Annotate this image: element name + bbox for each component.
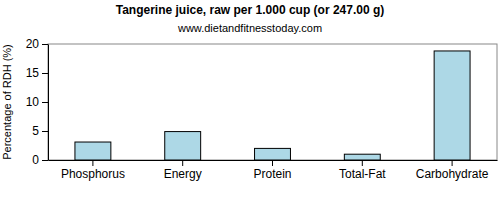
y-axis-line (48, 45, 49, 161)
y-tick: 20 (26, 37, 48, 51)
subtitle: www.dietandfitnesstoday.com (177, 22, 322, 34)
x-tick-label: Total-Fat (339, 167, 386, 181)
x-tick: Total-Fat (339, 160, 386, 181)
x-tick-label: Carbohydrate (416, 167, 489, 181)
y-tick-label: 20 (26, 37, 40, 51)
x-tick-label: Protein (253, 167, 291, 181)
x-tick: Protein (253, 160, 291, 181)
title: Tangerine juice, raw per 1.000 cup (or 2… (116, 3, 385, 17)
x-tick-label: Phosphorus (61, 167, 125, 181)
y-axis-title: Percentage of RDH (%) (1, 44, 13, 160)
x-tick-mark (362, 160, 363, 166)
y-tick-label: 0 (32, 153, 39, 167)
y-tick-mark (42, 131, 48, 132)
bar (165, 132, 201, 160)
x-tick-label: Energy (164, 167, 202, 181)
y-tick: 0 (32, 153, 48, 167)
y-tick-mark (42, 102, 48, 103)
y-tick-label: 5 (32, 124, 39, 138)
bars (75, 51, 470, 160)
plot-frame (48, 44, 497, 160)
chart: Tangerine juice, raw per 1.000 cup (or 2… (0, 0, 500, 200)
y-tick-mark (42, 160, 48, 161)
x-tick-mark (182, 160, 183, 166)
x-axis: Phosphorus Energy Protein Total-Fat Carbohyd… (49, 160, 498, 181)
y-tick-label: 10 (26, 95, 40, 109)
y-axis: 0 5 10 15 20 (26, 37, 49, 167)
bar (344, 154, 380, 160)
bar (75, 142, 111, 160)
y-tick: 5 (32, 124, 48, 138)
y-tick: 15 (26, 66, 48, 80)
y-tick-label: 15 (26, 66, 40, 80)
x-tick-mark (92, 160, 93, 166)
y-tick: 10 (26, 95, 48, 109)
x-tick: Energy (164, 160, 202, 181)
bar (434, 51, 470, 160)
bar (255, 148, 291, 160)
x-tick-mark (452, 160, 453, 166)
x-tick: Carbohydrate (416, 160, 489, 181)
x-tick-mark (272, 160, 273, 166)
y-tick-mark (42, 73, 48, 74)
x-tick: Phosphorus (61, 160, 125, 181)
plot: 0 5 10 15 20 Phosphorus Energy Protein Total-Fat… (26, 37, 498, 180)
y-tick-mark (42, 44, 48, 45)
